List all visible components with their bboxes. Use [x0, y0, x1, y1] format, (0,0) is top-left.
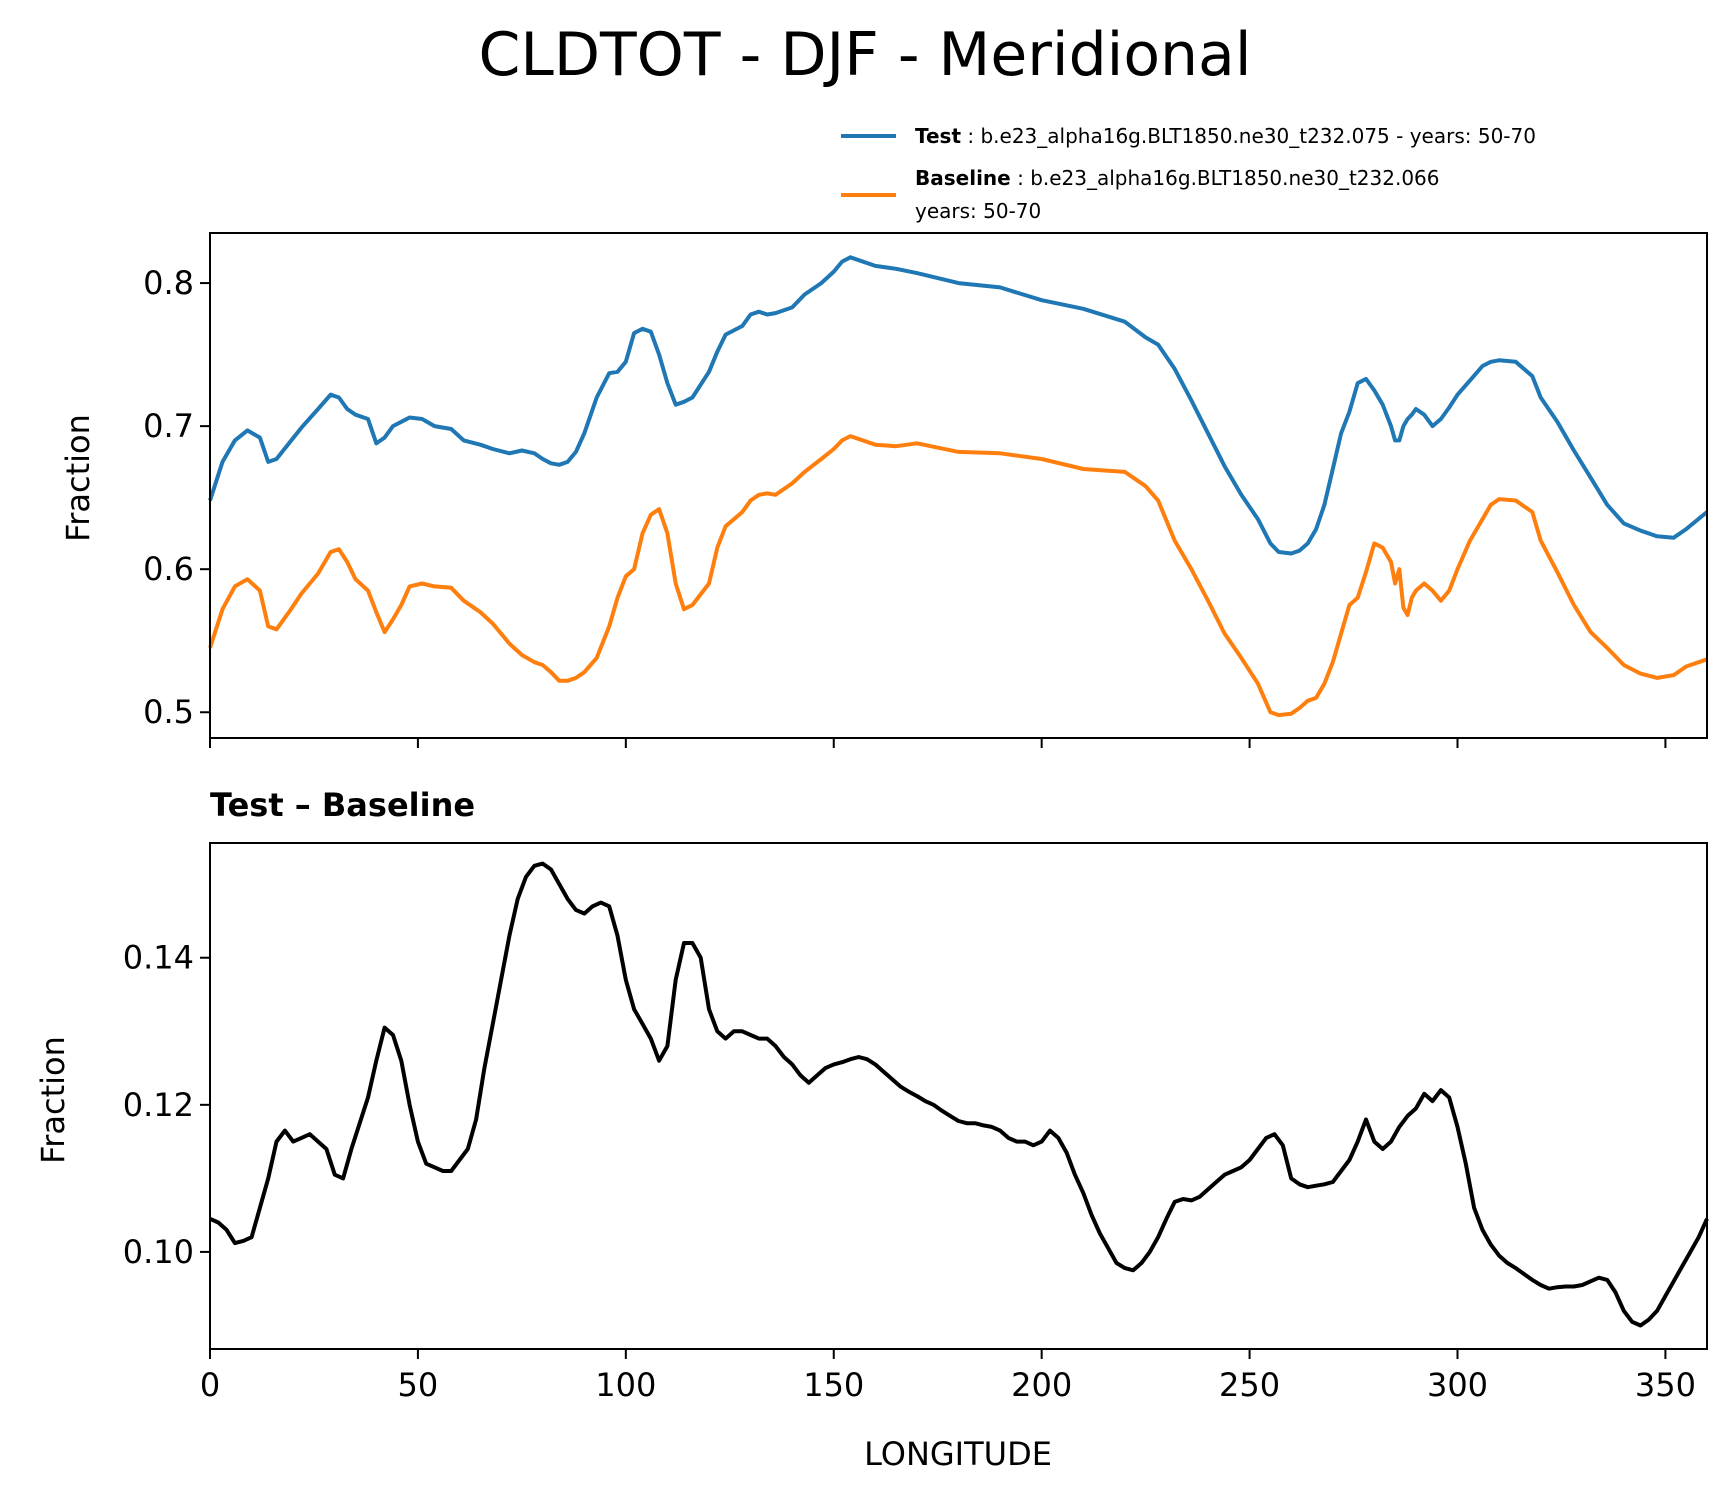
panel-bottom: Test – Baseline Fraction LONGITUDE 0.100… [34, 786, 1709, 1473]
legend-test-text: Test : b.e23_alpha16g.BLT1850.ne30_t232.… [915, 124, 1536, 148]
legend: Test : b.e23_alpha16g.BLT1850.ne30_t232.… [841, 124, 1536, 223]
y-tick-label: 0.12 [123, 1086, 194, 1124]
x-tick-label: 50 [398, 1366, 439, 1404]
series-line-baseline [208, 434, 1708, 718]
y-tick-label: 0.8 [143, 264, 194, 302]
bottom-subplot-title: Test – Baseline [210, 786, 475, 824]
x-tick-label: 350 [1635, 1366, 1696, 1404]
y-tick-label: 0.6 [143, 550, 194, 588]
legend-baseline-label: Baseline [915, 166, 1011, 190]
y-tick-label: 0.5 [143, 693, 194, 731]
legend-test-label: Test [915, 124, 961, 148]
x-tick-label: 250 [1219, 1366, 1280, 1404]
panel-top: Fraction 0.5 0.6 0.7 0.8 [59, 232, 1709, 748]
bottom-plot-frame [209, 842, 1708, 1350]
bottom-y-axis-label: Fraction [34, 1036, 72, 1164]
y-tick-label: 0.14 [123, 939, 194, 977]
top-plot-frame [209, 232, 1708, 739]
legend-baseline-years: years: 50-70 [915, 199, 1041, 223]
bottom-y-ticks: 0.10 0.12 0.14 [123, 939, 210, 1271]
series-line-test-baseline [209, 861, 1709, 1328]
top-series [208, 255, 1709, 718]
bottom-x-ticks: 0 50 100 150 200 250 300 350 [200, 1349, 1696, 1404]
top-x-ticks [209, 738, 1667, 748]
legend-test-run: b.e23_alpha16g.BLT1850.ne30_t232.075 - y… [980, 124, 1536, 148]
x-tick-label: 300 [1427, 1366, 1488, 1404]
x-tick-label: 200 [1011, 1366, 1072, 1404]
x-tick-label: 0 [200, 1366, 220, 1404]
y-tick-label: 0.7 [143, 407, 194, 445]
x-tick-label: 150 [803, 1366, 864, 1404]
top-y-ticks: 0.5 0.6 0.7 0.8 [143, 264, 210, 731]
top-y-axis-label: Fraction [59, 414, 97, 542]
bottom-series [209, 861, 1709, 1328]
x-axis-label: LONGITUDE [864, 1435, 1052, 1473]
legend-baseline-run: b.e23_alpha16g.BLT1850.ne30_t232.066 [1030, 166, 1439, 190]
x-tick-label: 100 [595, 1366, 656, 1404]
y-tick-label: 0.10 [123, 1233, 194, 1271]
legend-baseline-text: Baseline : b.e23_alpha16g.BLT1850.ne30_t… [915, 166, 1440, 190]
chart-title: CLDTOT - DJF - Meridional [479, 20, 1252, 90]
series-line-test [208, 255, 1709, 556]
